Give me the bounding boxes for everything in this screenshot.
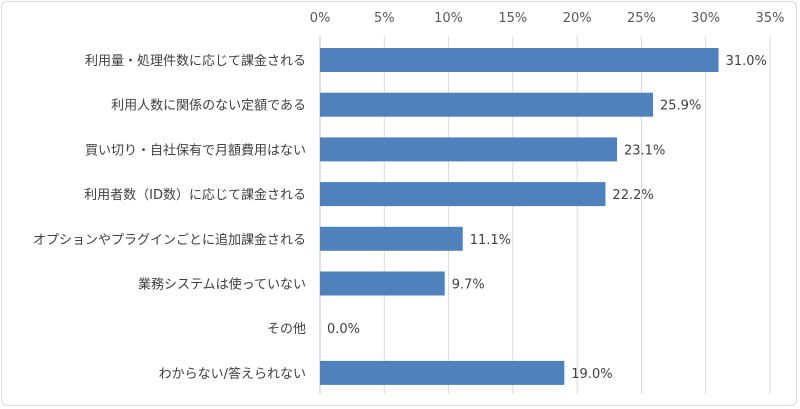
x-tick-label: 0% bbox=[310, 11, 331, 26]
category-label: その他 bbox=[267, 322, 306, 337]
data-label: 31.0% bbox=[726, 54, 767, 69]
category-label: オプションやプラグインごとに追加課金される bbox=[33, 232, 306, 248]
data-label: 11.1% bbox=[470, 233, 511, 248]
x-tick-label: 5% bbox=[374, 11, 395, 26]
data-label: 19.0% bbox=[571, 367, 612, 382]
category-label: わからない/答えられない bbox=[159, 366, 306, 382]
data-label: 9.7% bbox=[452, 278, 485, 293]
category-label: 利用人数に関係のない定額である bbox=[111, 99, 306, 114]
bar bbox=[320, 92, 653, 117]
x-tick-label: 10% bbox=[434, 11, 463, 26]
bar bbox=[320, 360, 565, 385]
bar bbox=[320, 137, 617, 162]
data-label: 22.2% bbox=[612, 188, 653, 203]
x-tick-label: 20% bbox=[563, 11, 592, 26]
bar bbox=[320, 48, 719, 72]
category-label: 業務システムは使っていない bbox=[138, 277, 306, 293]
data-label: 25.9% bbox=[660, 99, 701, 114]
bar bbox=[320, 226, 463, 251]
category-label: 利用量・処理件数に応じて課金される bbox=[85, 53, 306, 69]
data-label: 0.0% bbox=[327, 322, 360, 337]
x-tick-label: 25% bbox=[627, 11, 656, 26]
category-label: 利用者数（ID数）に応じて課金される bbox=[84, 187, 306, 203]
bar bbox=[320, 271, 445, 296]
x-tick-label: 30% bbox=[691, 11, 720, 26]
x-tick-label: 15% bbox=[498, 11, 527, 26]
x-tick-label: 35% bbox=[756, 11, 785, 26]
category-label: 買い切り・自社保有で月額費用はない bbox=[85, 142, 306, 158]
data-label: 23.1% bbox=[624, 143, 665, 158]
bar bbox=[320, 182, 606, 207]
